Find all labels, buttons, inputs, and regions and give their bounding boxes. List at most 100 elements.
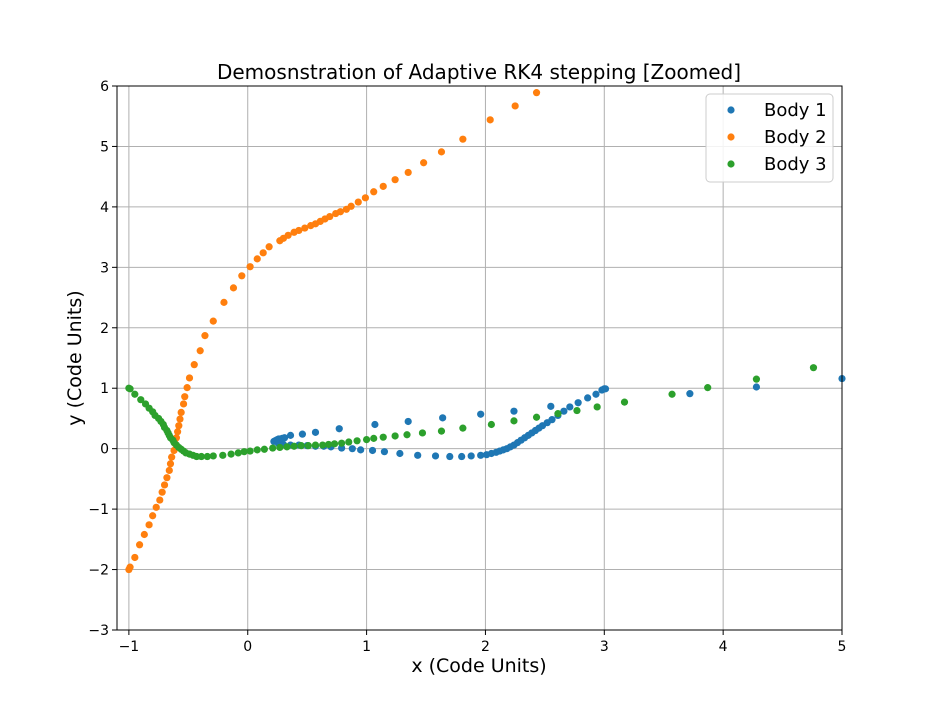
data-point: [259, 249, 267, 257]
data-point: [391, 176, 399, 184]
data-point: [158, 488, 166, 496]
data-point: [197, 452, 205, 461]
data-point: [284, 231, 292, 239]
data-point: [190, 361, 198, 369]
data-point: [286, 431, 295, 439]
data-point: [379, 433, 387, 441]
data-point: [165, 466, 173, 475]
x-tick-label: 4: [719, 639, 728, 655]
x-tick-label: −1: [119, 639, 140, 655]
data-point: [396, 449, 404, 458]
data-point: [175, 422, 183, 430]
legend-marker: [727, 106, 735, 114]
data-point: [283, 443, 291, 451]
data-point: [752, 375, 761, 383]
data-point: [160, 481, 169, 489]
legend-box: [705, 93, 834, 183]
plot-frame: [116, 85, 843, 631]
data-point: [809, 364, 818, 372]
data-point: [149, 512, 157, 520]
data-point: [203, 452, 211, 461]
data-point: [353, 437, 361, 445]
data-point: [330, 440, 339, 448]
data-points: [125, 89, 846, 574]
data-point: [458, 452, 466, 461]
data-point: [414, 451, 422, 459]
data-point: [532, 413, 541, 421]
data-point: [260, 445, 268, 453]
data-point: [371, 420, 379, 429]
data-point: [446, 452, 454, 461]
data-point: [156, 496, 164, 504]
data-point: [554, 410, 562, 418]
data-point: [297, 442, 305, 450]
legend-marker: [727, 160, 735, 168]
data-point: [201, 332, 209, 340]
data-point: [548, 416, 556, 424]
data-point: [439, 414, 447, 422]
data-point: [338, 439, 346, 447]
data-point: [593, 403, 601, 411]
x-tick-label: 0: [243, 639, 252, 655]
x-tick-label: 1: [362, 639, 371, 655]
y-tick-label: 1: [100, 381, 109, 397]
data-point: [418, 429, 427, 437]
data-point: [319, 441, 327, 449]
data-point: [253, 446, 261, 454]
data-point: [467, 452, 475, 460]
data-point: [269, 444, 277, 452]
data-point: [311, 428, 320, 436]
y-tick-label: −2: [88, 563, 109, 579]
data-point: [547, 402, 555, 410]
data-point: [234, 449, 242, 457]
data-point: [362, 436, 371, 444]
data-point: [137, 396, 145, 404]
data-point: [370, 434, 378, 442]
data-point: [246, 447, 254, 455]
data-point: [486, 116, 494, 124]
data-point: [145, 521, 153, 529]
data-point: [420, 159, 428, 167]
data-point: [220, 298, 228, 306]
y-axis-label: y (Code Units): [64, 290, 86, 425]
data-point: [566, 403, 574, 411]
data-point: [253, 255, 261, 263]
data-point: [196, 347, 204, 355]
data-point: [668, 390, 676, 398]
data-point: [181, 393, 189, 401]
data-point: [391, 432, 399, 440]
data-point: [354, 198, 362, 206]
data-point: [459, 135, 467, 143]
data-point: [620, 398, 629, 406]
data-point: [324, 440, 333, 449]
data-point: [510, 417, 518, 425]
data-point: [336, 208, 345, 216]
data-point: [240, 448, 248, 456]
data-point: [379, 182, 387, 190]
chart-title: Demosnstration of Adaptive RK4 stepping …: [217, 60, 741, 84]
data-point: [177, 408, 185, 416]
data-point: [511, 102, 519, 110]
data-point: [477, 451, 485, 459]
data-point: [209, 317, 217, 325]
y-tick-label: 4: [100, 200, 109, 216]
data-point: [126, 385, 134, 393]
data-point: [209, 452, 217, 460]
data-point: [326, 212, 334, 221]
data-point: [437, 427, 446, 435]
data-point: [174, 428, 182, 436]
data-point: [368, 446, 377, 455]
data-point: [584, 394, 592, 402]
data-point: [573, 406, 581, 415]
data-point: [246, 263, 254, 271]
data-point: [301, 224, 309, 232]
data-point: [131, 553, 139, 562]
y-tick-label: 5: [100, 139, 109, 155]
data-point: [510, 407, 518, 415]
y-tick-label: 2: [100, 321, 109, 337]
data-point: [403, 431, 411, 439]
data-point: [238, 272, 246, 280]
data-point: [345, 438, 353, 446]
legend-label: Body 3: [764, 154, 827, 175]
